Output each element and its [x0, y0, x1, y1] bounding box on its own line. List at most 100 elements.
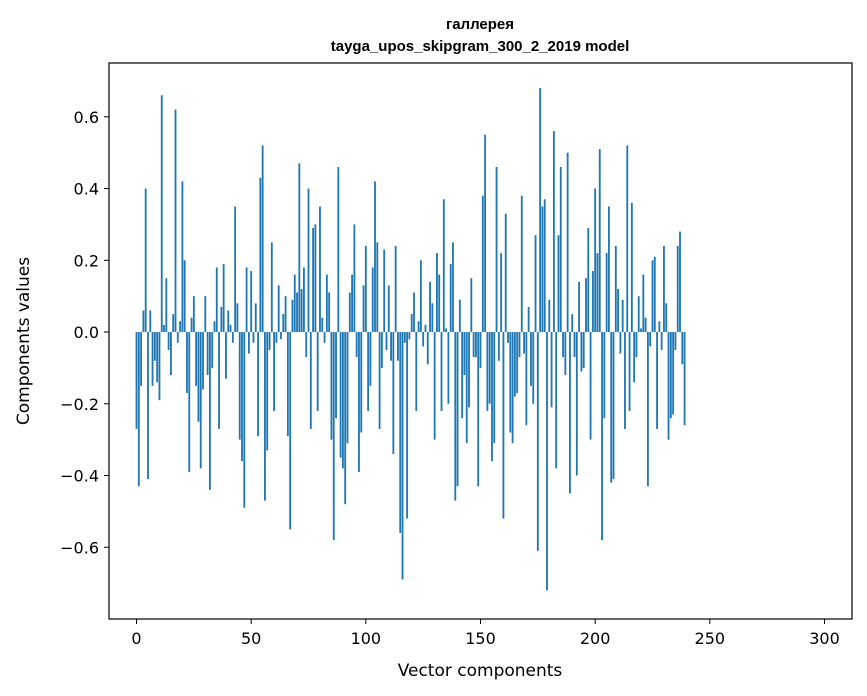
bar-122: [415, 332, 418, 411]
bar-216: [630, 202, 633, 333]
bar-130: [433, 332, 436, 440]
bar-128: [429, 281, 431, 333]
bar-169: [523, 332, 525, 354]
bar-38: [222, 263, 225, 333]
bar-58: [268, 332, 271, 350]
bar-148: [475, 332, 477, 358]
bar-123: [417, 321, 420, 333]
bar-83: [325, 274, 328, 333]
bar-193: [578, 281, 581, 333]
bar-206: [608, 206, 610, 333]
x-tick-label: 0: [131, 629, 141, 648]
bar-208: [612, 332, 615, 480]
bar-107: [380, 332, 383, 368]
bar-163: [509, 332, 512, 433]
bar-166: [516, 332, 519, 394]
bar-149: [477, 332, 480, 487]
bar-25: [192, 296, 195, 333]
bar-135: [445, 328, 448, 333]
bar-16: [172, 314, 175, 333]
bar-131: [436, 253, 438, 333]
bar-236: [676, 245, 679, 333]
bar-230: [663, 245, 665, 333]
bar-172: [530, 332, 532, 386]
bar-43: [234, 206, 237, 333]
bar-41: [229, 324, 232, 333]
bar-187: [564, 332, 567, 376]
bar-142: [461, 332, 464, 419]
bar-185: [559, 167, 562, 333]
bar-60: [273, 332, 276, 411]
y-axis-ticks: −0.6 −0.4 −0.2 0.0 0.2 0.4 0.6: [60, 108, 109, 557]
bar-30: [204, 296, 207, 333]
chart-title: галлерея: [446, 16, 514, 33]
bar-81: [321, 317, 324, 333]
bar-53: [257, 332, 259, 437]
bar-237: [679, 231, 681, 333]
bar-59: [270, 242, 273, 333]
y-tick-label: −0.6: [60, 538, 99, 557]
bar-164: [511, 332, 514, 444]
bar-84: [328, 292, 331, 333]
bar-88: [337, 167, 340, 333]
bar-120: [410, 314, 413, 333]
bar-93: [348, 292, 351, 333]
bar-95: [353, 224, 356, 333]
bar-66: [286, 332, 289, 437]
bar-232: [667, 332, 670, 440]
bar-220: [640, 328, 642, 333]
bar-4: [144, 188, 147, 333]
bar-79: [316, 332, 319, 411]
bar-61: [275, 332, 278, 343]
bar-63: [280, 332, 282, 340]
bars-group: [135, 88, 686, 591]
bar-24: [190, 317, 193, 333]
bar-77: [312, 228, 315, 333]
y-tick-label: 0.6: [74, 108, 99, 127]
bar-114: [397, 332, 399, 361]
bar-100: [364, 245, 367, 333]
bar-57: [266, 332, 269, 451]
bar-235: [674, 332, 677, 350]
bar-45: [238, 332, 241, 440]
bar-140: [456, 332, 459, 487]
bar-65: [284, 296, 287, 333]
bar-143: [463, 332, 466, 376]
bar-12: [163, 324, 165, 333]
x-axis-ticks: 0 50 100 150 200 250 300: [131, 619, 840, 648]
bar-89: [339, 332, 342, 458]
bar-150: [479, 332, 482, 368]
bar-177: [541, 206, 544, 333]
bar-117: [403, 332, 406, 343]
bar-49: [247, 332, 250, 354]
bar-97: [358, 332, 360, 472]
bar-222: [644, 317, 647, 333]
bar-20: [181, 181, 184, 333]
bar-214: [626, 145, 629, 333]
bar-215: [628, 332, 631, 411]
bar-141: [458, 299, 461, 333]
bar-113: [394, 245, 397, 333]
bar-238: [681, 332, 684, 365]
bar-124: [419, 260, 422, 333]
bar-197: [587, 228, 590, 333]
bar-68: [291, 299, 294, 333]
bar-105: [376, 242, 379, 333]
bar-54: [259, 177, 262, 333]
bar-159: [500, 253, 503, 333]
bar-233: [669, 332, 672, 419]
bar-139: [454, 332, 457, 501]
bar-28: [199, 332, 202, 469]
bar-145: [468, 332, 470, 408]
bar-15: [170, 332, 172, 376]
bar-118: [406, 332, 409, 519]
bar-221: [642, 274, 645, 333]
bar-203: [601, 332, 603, 541]
bar-207: [610, 332, 613, 483]
bar-80: [319, 206, 321, 333]
bar-99: [362, 285, 365, 333]
bar-104: [374, 181, 376, 333]
bar-228: [658, 321, 661, 333]
bar-13: [165, 278, 168, 333]
